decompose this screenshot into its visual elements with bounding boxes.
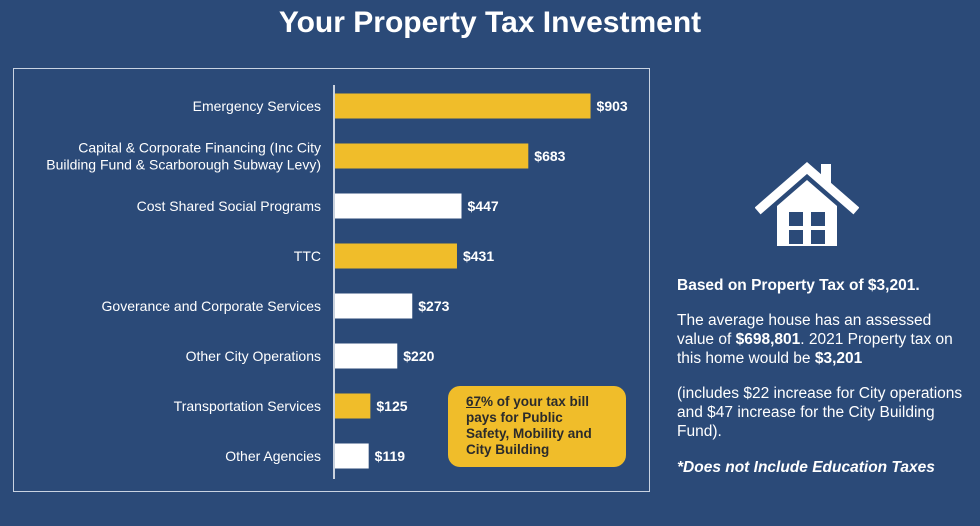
value-label: $431 <box>463 248 494 264</box>
bar <box>335 343 398 369</box>
callout-line-1-text: % of your tax bill <box>481 394 590 409</box>
category-label: Cost Shared Social Programs <box>137 198 321 214</box>
bar <box>335 93 591 119</box>
bar <box>335 193 462 219</box>
page-title: Your Property Tax Investment <box>278 6 702 39</box>
category-label: Emergency Services <box>193 98 321 114</box>
category-label: Transportation Services <box>174 398 321 414</box>
callout-line-1: 67% of your tax bill <box>466 394 616 410</box>
callout-line-4: City Building <box>466 442 550 457</box>
education-tax-note: *Does not Include Education Taxes <box>677 459 935 476</box>
bar <box>335 143 529 169</box>
value-label: $903 <box>597 98 628 114</box>
value-label: $273 <box>418 298 449 314</box>
callout-percent: 67 <box>466 394 482 409</box>
value-label: $125 <box>376 398 407 414</box>
category-label: Building Fund & Scarborough Subway Levy) <box>46 157 321 173</box>
house-icon <box>755 162 859 246</box>
category-label: TTC <box>294 248 321 264</box>
bar <box>335 293 413 319</box>
category-label: Goverance and Corporate Services <box>102 298 321 314</box>
assessed-value: $698,801 <box>735 331 801 348</box>
category-label: Other City Operations <box>186 348 321 364</box>
callout-line-3: Safety, Mobility and <box>466 426 592 441</box>
callout-box: 67% of your tax bill pays for Public Saf… <box>448 386 626 467</box>
category-label: Other Agencies <box>225 448 321 464</box>
property-tax-heading: Based on Property Tax of $3,201. <box>677 277 920 294</box>
value-label: $683 <box>534 148 565 164</box>
bar <box>335 393 371 419</box>
assessed-text-a: The average house has an assessed value … <box>677 312 932 348</box>
increase-note: (includes $22 increase for City operatio… <box>677 385 963 440</box>
value-label: $119 <box>375 448 406 464</box>
value-label: $447 <box>468 198 499 214</box>
chart-frame: Emergency Services $903 Capital & Corporat… <box>13 68 650 492</box>
bar <box>335 243 457 269</box>
value-label: $220 <box>403 348 434 364</box>
bar <box>335 443 369 469</box>
bar-chart: Emergency Services $903 Capital & Corporat… <box>46 85 628 479</box>
category-label: Capital & Corporate Financing (Inc City <box>78 140 321 156</box>
property-tax-value: $3,201 <box>814 350 863 367</box>
assessed-value-text: The average house has an assessed value … <box>677 311 972 368</box>
callout-line-2: pays for Public <box>466 410 563 425</box>
assessed-text-c: . 2021 Property tax on this home would b… <box>677 331 953 367</box>
